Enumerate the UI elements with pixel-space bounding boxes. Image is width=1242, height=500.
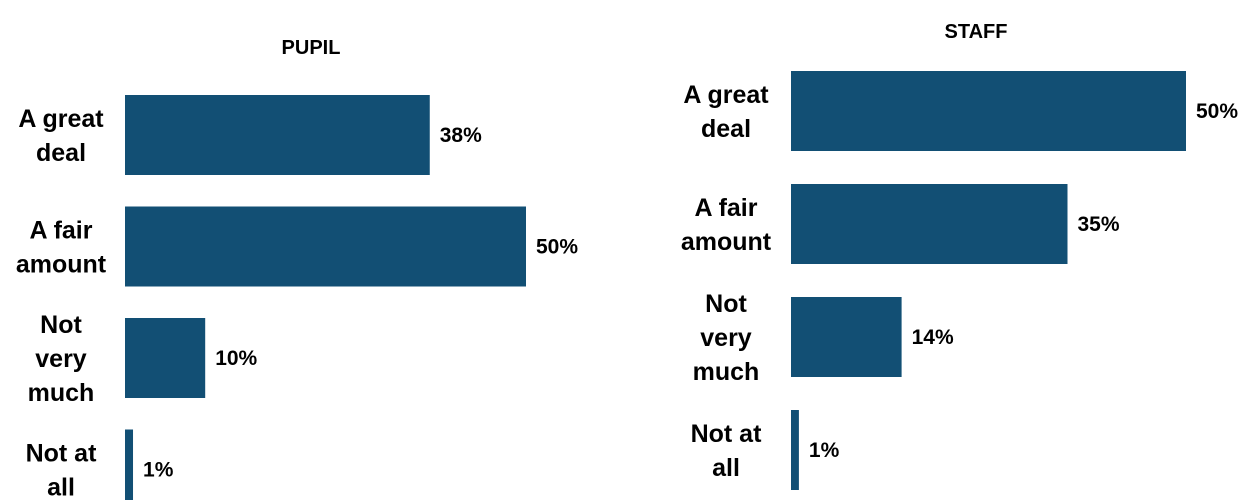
staff-category-label: A great deal bbox=[683, 81, 769, 143]
staff-value-label: 50% bbox=[1196, 100, 1238, 123]
pupil-value-label: 50% bbox=[536, 236, 578, 259]
pupil-bar bbox=[125, 429, 134, 500]
staff-chart: STAFF 50% A great deal 35% A fair amount 14% No… bbox=[681, 21, 1238, 490]
staff-value-label: 35% bbox=[1078, 213, 1120, 236]
pupil-category-label: A fair amount bbox=[16, 217, 107, 279]
pupil-value-label: 1% bbox=[143, 459, 174, 482]
pupil-category-label: Not at all bbox=[26, 440, 98, 500]
staff-category-label: Not at all bbox=[691, 420, 763, 482]
pupil-category-label: A great deal bbox=[18, 105, 104, 167]
pupil-chart: PUPIL 38% A great deal 50% A fair amount 10% No… bbox=[16, 37, 578, 500]
staff-chart-title: STAFF bbox=[945, 21, 1008, 43]
pupil-bar bbox=[125, 95, 430, 175]
staff-value-label: 1% bbox=[809, 439, 840, 462]
staff-category-label: Not very much bbox=[693, 290, 760, 386]
staff-bar bbox=[791, 410, 799, 490]
pupil-bar bbox=[125, 318, 206, 398]
pupil-value-label: 38% bbox=[440, 124, 482, 147]
pupil-value-label: 10% bbox=[215, 347, 257, 370]
pupil-bar bbox=[125, 206, 526, 287]
staff-category-label: A fair amount bbox=[681, 194, 772, 256]
staff-value-label: 14% bbox=[912, 326, 954, 349]
staff-bar bbox=[791, 71, 1186, 151]
staff-bar bbox=[791, 297, 902, 377]
pupil-category-label: Not very much bbox=[28, 311, 95, 407]
pupil-chart-title: PUPIL bbox=[282, 37, 341, 59]
staff-bar bbox=[791, 184, 1068, 264]
